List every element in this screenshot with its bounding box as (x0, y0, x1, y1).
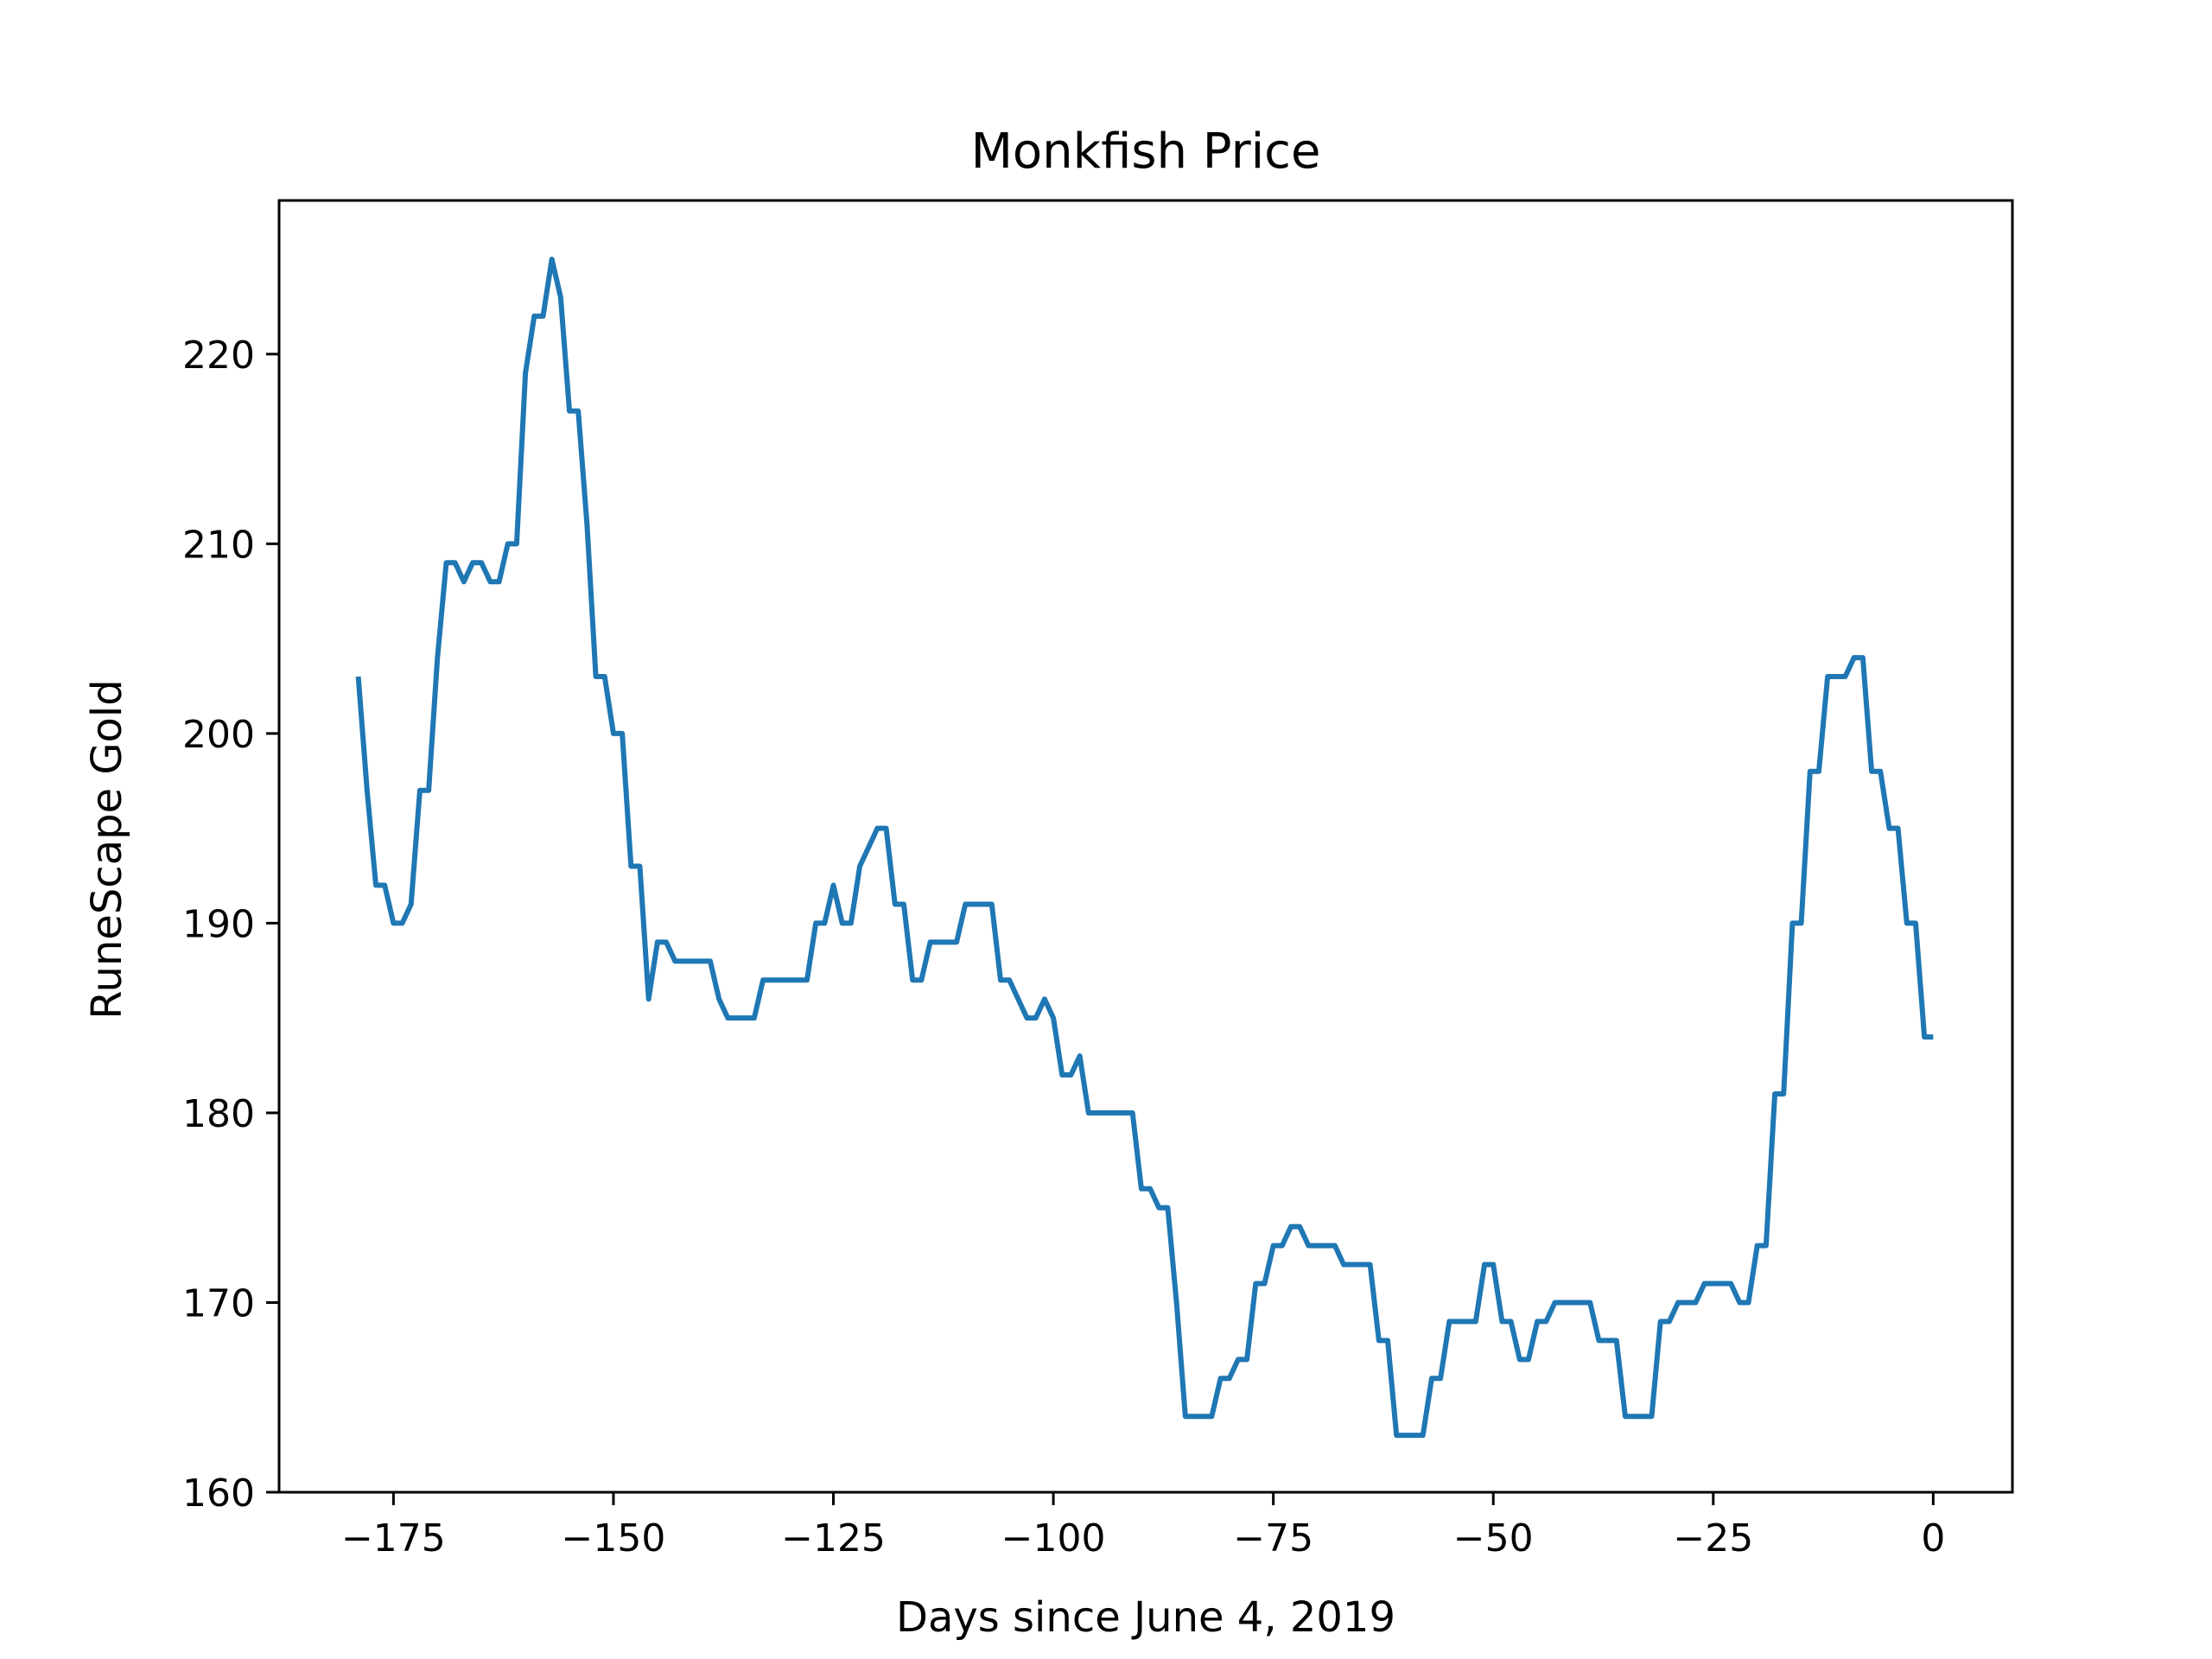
y-tick-label: 160 (182, 1471, 255, 1516)
y-tick-label: 210 (182, 523, 255, 567)
x-axis-label: Days since June 4, 2019 (896, 1593, 1395, 1642)
y-axis-label: RuneScape Gold (83, 679, 131, 1019)
y-axis: 160 170 180 190 200 210 220 (182, 334, 279, 1516)
x-tick-label: −175 (341, 1516, 446, 1560)
chart-title: Monkfish Price (971, 124, 1321, 180)
series-line-0 (355, 257, 1934, 1439)
y-tick-label: 220 (182, 334, 255, 378)
y-tick-label: 190 (182, 902, 255, 946)
x-tick-label: −100 (1001, 1516, 1106, 1560)
plot-area (355, 257, 1934, 1439)
y-tick-label: 180 (182, 1092, 255, 1136)
y-tick-label: 200 (182, 713, 255, 757)
x-tick-label: −25 (1673, 1516, 1753, 1560)
x-tick-label: −150 (562, 1516, 666, 1560)
plot-frame (277, 199, 2014, 1494)
x-tick-label: 0 (1921, 1516, 1945, 1560)
x-axis: −175 −150 −125 −100 −75 −50 −25 0 (341, 1492, 1945, 1560)
x-tick-label: −50 (1453, 1516, 1534, 1560)
y-tick-label: 170 (182, 1281, 255, 1325)
x-tick-label: −75 (1233, 1516, 1313, 1560)
x-tick-label: −125 (781, 1516, 886, 1560)
